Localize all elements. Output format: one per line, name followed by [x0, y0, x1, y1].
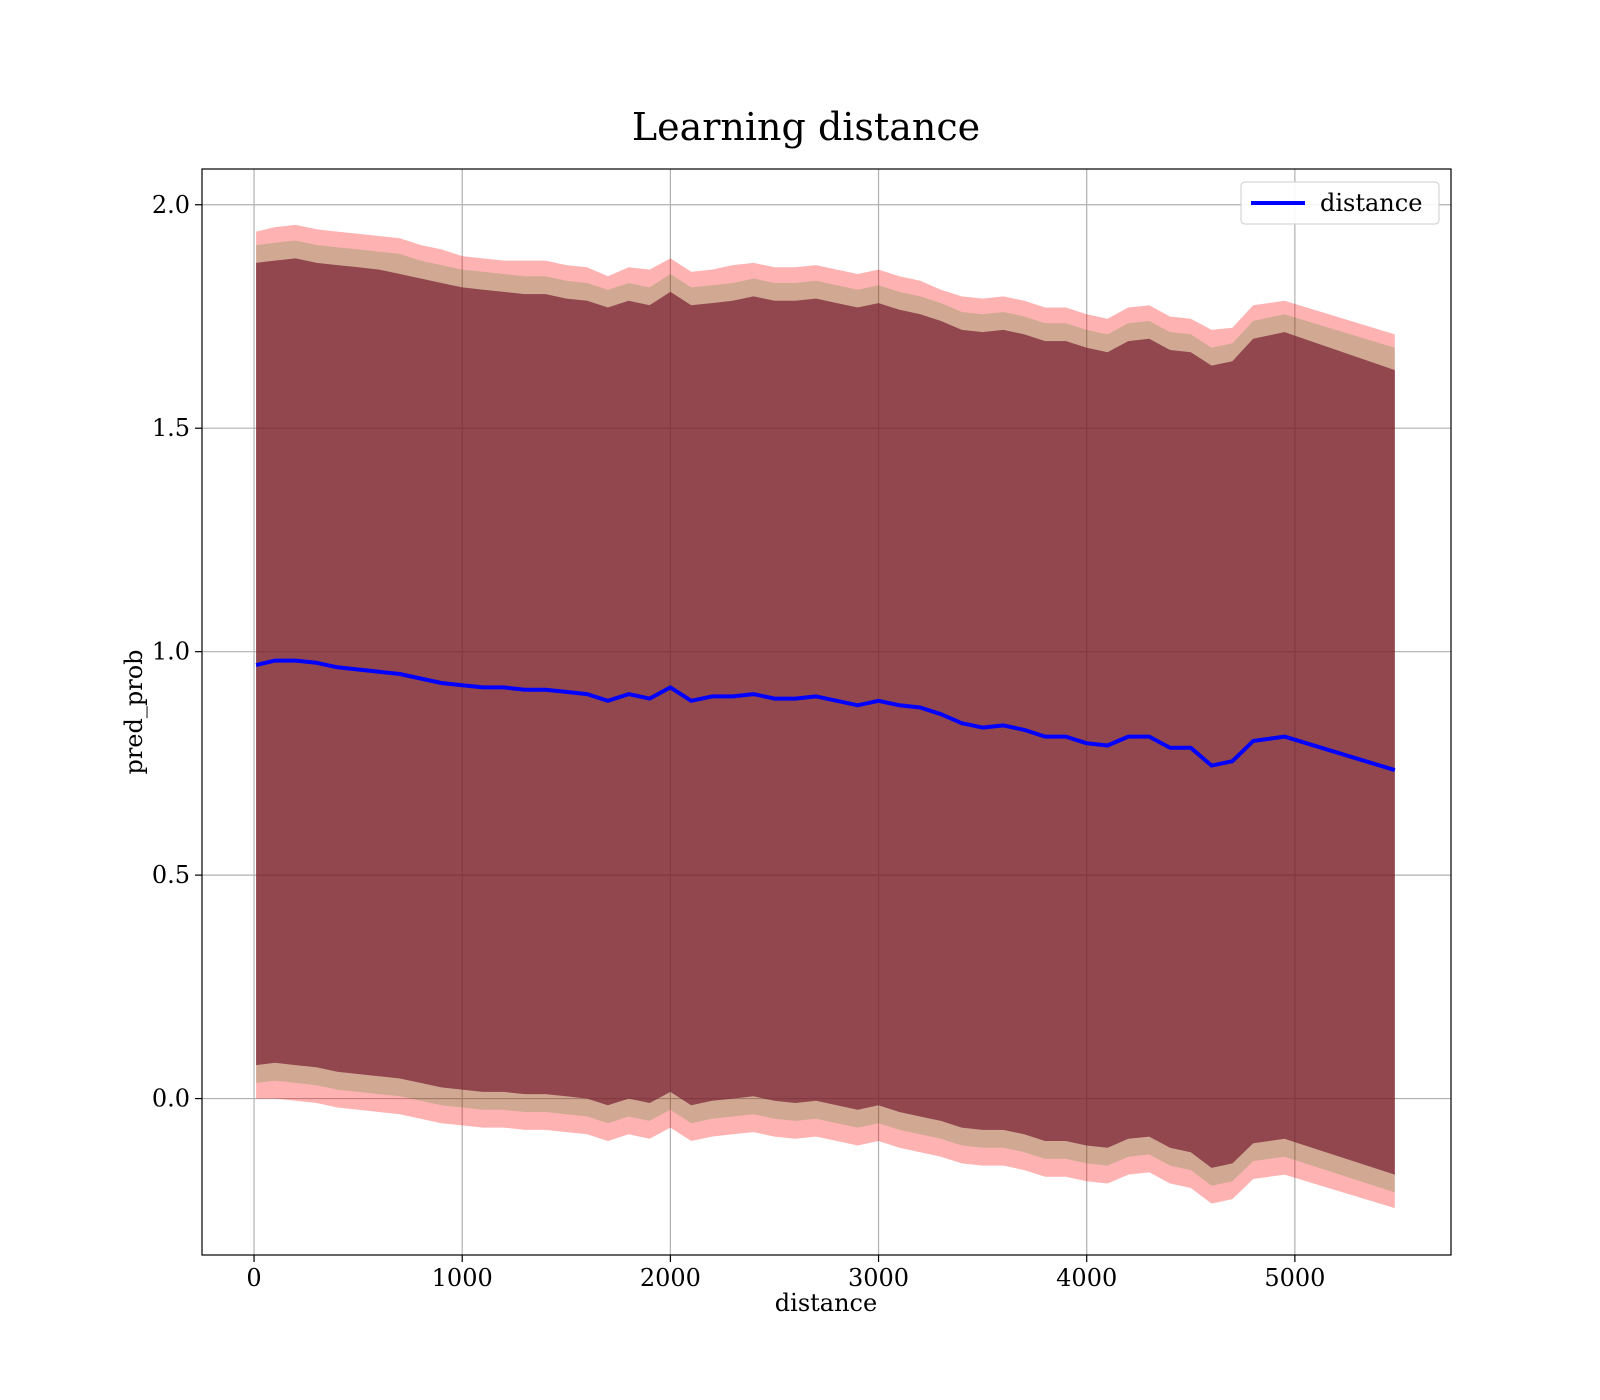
x-tick-label: 0: [246, 1264, 261, 1292]
plot-area-frame: [201, 168, 1452, 1256]
x-tick-label: 1000: [432, 1264, 493, 1292]
y-tick-label: 1.5: [152, 414, 190, 442]
y-tick-label: 0.5: [152, 861, 190, 889]
x-tick-label: 2000: [640, 1264, 701, 1292]
series-line-distance: [255, 658, 1396, 773]
legend: distance: [1240, 181, 1440, 225]
legend-box: [1240, 181, 1440, 225]
y-tick-label: 0.0: [152, 1085, 190, 1113]
series-lines: [255, 658, 1396, 773]
y-axis-label: pred_prob: [120, 649, 148, 774]
y-tick-label: 2.0: [152, 191, 190, 219]
x-tick-label: 4000: [1056, 1264, 1117, 1292]
y-tick-label: 1.0: [152, 638, 190, 666]
confidence-bands: [256, 224, 1395, 1209]
x-axis-label: distance: [775, 1289, 877, 1317]
confidence-band-4: [256, 258, 1395, 1175]
y-axis-ticks: 0.0 0.5 1.0 1.5 2.0: [152, 191, 202, 1113]
x-tick-label: 3000: [848, 1264, 909, 1292]
x-tick-label: 5000: [1264, 1264, 1325, 1292]
chart-title: Learning distance: [632, 105, 980, 149]
x-axis-ticks: 0 1000 2000 3000 4000 5000: [246, 1255, 1325, 1292]
legend-label-distance: distance: [1320, 189, 1422, 217]
